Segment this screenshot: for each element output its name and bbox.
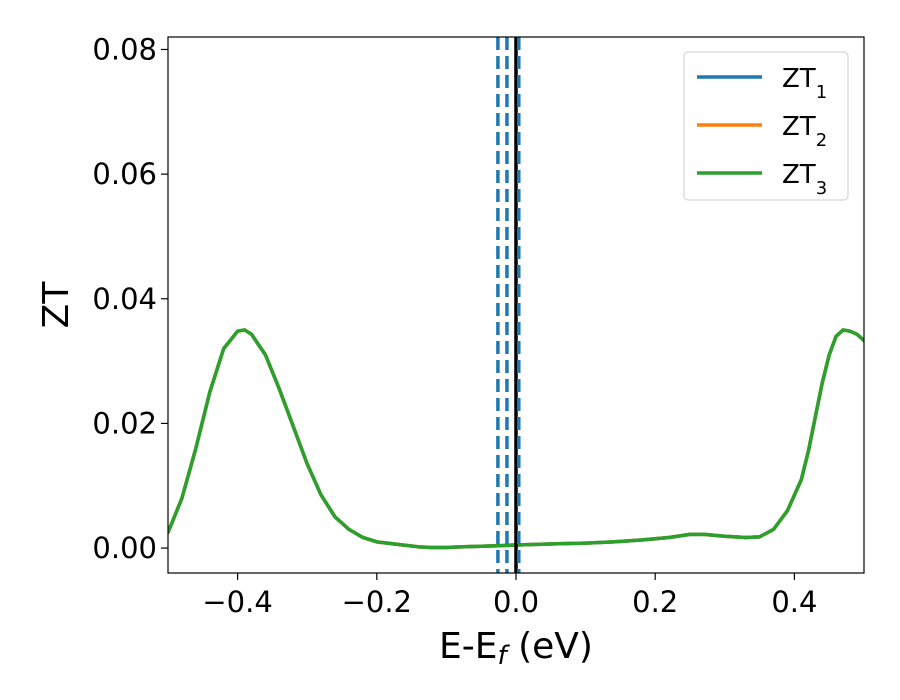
series-line-zt3 — [168, 328, 864, 550]
x-tick-label: 0.4 — [771, 585, 817, 619]
legend-label-zt1: ZT1 — [782, 64, 827, 103]
legend-label-zt2: ZT2 — [782, 112, 827, 151]
x-axis-ticks: −0.4 −0.2 0.0 0.2 0.4 — [202, 573, 817, 619]
legend-label-zt3: ZT3 — [782, 160, 827, 199]
x-tick-label: −0.2 — [342, 585, 412, 619]
legend: ZT1 ZT2 ZT3 — [683, 51, 849, 201]
series-layer — [168, 328, 864, 550]
y-axis-ticks: 0.00 0.02 0.04 0.06 0.08 — [92, 32, 168, 565]
y-tick-label: 0.02 — [92, 406, 157, 440]
x-axis-label: E-Ef (eV) — [439, 626, 593, 671]
legend-box — [683, 51, 849, 201]
reference-lines — [496, 37, 521, 573]
y-tick-label: 0.00 — [92, 531, 157, 565]
y-tick-label: 0.06 — [92, 157, 157, 191]
x-tick-label: −0.4 — [202, 585, 272, 619]
x-tick-label: 0.2 — [632, 585, 678, 619]
y-tick-label: 0.04 — [92, 282, 157, 316]
y-axis-label: ZT — [36, 281, 77, 329]
legend-items: ZT1 ZT2 ZT3 — [697, 64, 827, 199]
x-tick-label: 0.0 — [493, 585, 539, 619]
y-tick-label: 0.08 — [92, 32, 157, 66]
